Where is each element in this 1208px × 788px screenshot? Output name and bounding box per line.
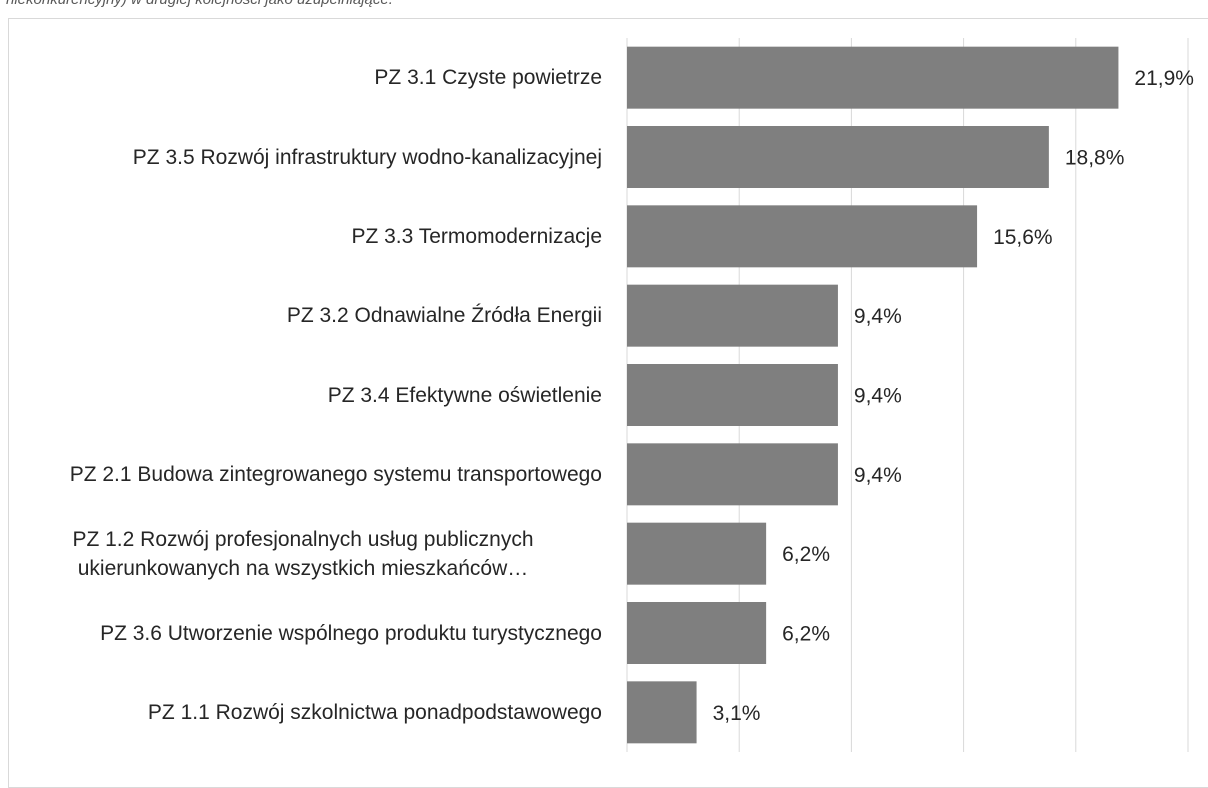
- category-label: PZ 2.1 Budowa zintegrowanego systemu tra…: [4, 460, 602, 489]
- category-text: PZ 3.6 Utworzenie wspólnego produktu tur…: [100, 621, 602, 645]
- bar: [627, 602, 767, 664]
- caption: niekonkurencyjny) w drugiej kolejności j…: [6, 0, 393, 8]
- category-label: PZ 3.5 Rozwój infrastruktury wodno-kanal…: [4, 143, 602, 172]
- category-text: PZ 1.2 Rozwój profesjonalnych usług publ…: [72, 527, 534, 580]
- category-text: PZ 3.5 Rozwój infrastruktury wodno-kanal…: [132, 145, 602, 169]
- category-text: PZ 2.1 Budowa zintegrowanego systemu tra…: [69, 462, 602, 486]
- category-text: PZ 3.3 Termomodernizacje: [351, 224, 602, 248]
- bar: [627, 522, 767, 585]
- category-label: PZ 3.3 Termomodernizacje: [4, 222, 602, 251]
- category-label: PZ 3.2 Odnawialne Źródła Energii: [4, 301, 602, 330]
- value-label: 3,1%: [713, 702, 761, 725]
- category-label: PZ 3.6 Utworzenie wspólnego produktu tur…: [4, 619, 602, 648]
- value-label: 18,8%: [1065, 147, 1125, 170]
- value-label: 21,9%: [1134, 67, 1194, 90]
- bar: [627, 681, 697, 744]
- bar: [627, 364, 838, 426]
- value-label: 9,4%: [854, 385, 902, 408]
- category-text: PZ 1.1 Rozwój szkolnictwa ponadpodstawow…: [147, 700, 602, 724]
- category-label: PZ 1.1 Rozwój szkolnictwa ponadpodstawow…: [4, 698, 602, 727]
- value-label: 6,2%: [782, 623, 830, 646]
- category-label: PZ 1.2 Rozwój profesjonalnych usług publ…: [4, 525, 602, 583]
- bar: [627, 205, 978, 268]
- category-label: PZ 3.4 Efektywne oświetlenie: [4, 381, 602, 410]
- bar: [627, 443, 838, 506]
- category-text: PZ 3.1 Czyste powietrze: [374, 66, 602, 90]
- category-text: PZ 3.2 Odnawialne Źródła Energii: [286, 304, 602, 328]
- bar: [627, 126, 1049, 188]
- value-label: 9,4%: [854, 464, 902, 487]
- value-label: 9,4%: [854, 305, 902, 328]
- value-label: 15,6%: [993, 226, 1053, 249]
- value-label: 6,2%: [782, 543, 830, 566]
- category-text: PZ 3.4 Efektywne oświetlenie: [327, 383, 602, 407]
- bar: [627, 46, 1119, 109]
- category-label: PZ 3.1 Czyste powietrze: [4, 63, 602, 92]
- bar: [627, 284, 838, 347]
